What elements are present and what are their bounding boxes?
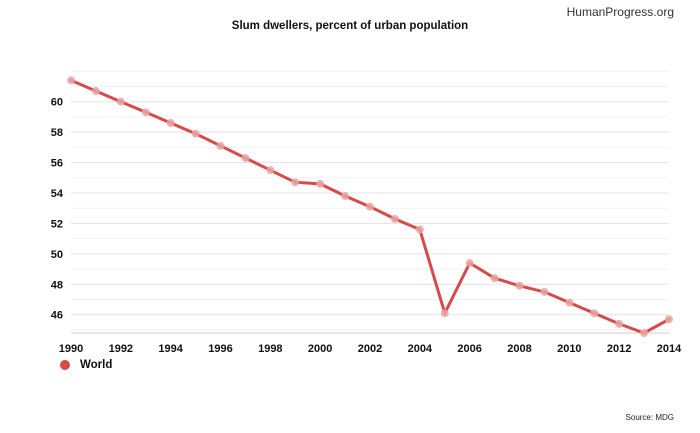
legend-label-world: World	[80, 359, 113, 371]
y-tick-label-52: 52	[51, 218, 63, 230]
x-tick-label-1998: 1998	[258, 343, 282, 355]
x-tick-label-2000: 2000	[308, 343, 332, 355]
data-point-2009	[540, 287, 549, 296]
data-point-2008	[515, 281, 524, 290]
x-tick-label-2004: 2004	[408, 343, 433, 355]
data-point-2014	[665, 315, 673, 324]
data-point-1993	[141, 108, 150, 117]
data-point-1990	[67, 76, 75, 85]
data-point-1997	[241, 154, 250, 162]
x-tick-label-2014: 2014	[657, 343, 682, 355]
data-point-1998	[266, 166, 275, 175]
data-point-1991	[91, 87, 100, 96]
x-tick-label-1990: 1990	[59, 343, 83, 355]
y-tick-label-50: 50	[51, 249, 63, 261]
x-tick-label-1994: 1994	[158, 343, 183, 355]
data-point-2003	[390, 214, 399, 223]
data-point-2006	[465, 259, 474, 267]
data-point-2002	[366, 202, 374, 211]
source-note: Source: MDG	[625, 413, 674, 422]
x-tick-label-1996: 1996	[208, 343, 232, 355]
y-tick-label-54: 54	[51, 188, 64, 200]
legend[interactable]: World	[60, 359, 112, 371]
data-point-2000	[316, 179, 325, 188]
data-point-2011	[590, 309, 599, 318]
y-tick-label-46: 46	[51, 310, 63, 322]
data-point-1994	[166, 119, 175, 127]
x-tick-label-2012: 2012	[607, 343, 631, 355]
y-tick-label-56: 56	[51, 158, 63, 170]
data-point-2001	[341, 192, 350, 201]
x-tick-label-2010: 2010	[557, 343, 581, 355]
x-tick-label-2002: 2002	[358, 343, 382, 355]
chart-title: Slum dwellers, percent of urban populati…	[231, 20, 469, 32]
data-point-1995	[191, 129, 200, 138]
data-point-2012	[615, 319, 624, 328]
x-tick-label-1992: 1992	[109, 343, 133, 355]
brand-label: HumanProgress.org	[566, 5, 674, 19]
y-tick-label-48: 48	[51, 279, 63, 291]
x-tick-label-2008: 2008	[507, 343, 531, 355]
y-tick-label-60: 60	[51, 97, 63, 109]
data-point-2013	[640, 329, 649, 337]
data-point-2004	[415, 225, 424, 234]
x-tick-label-2006: 2006	[457, 343, 481, 355]
data-point-1999	[291, 178, 300, 187]
data-point-2005	[440, 309, 449, 318]
data-point-1992	[116, 97, 125, 106]
data-point-1996	[216, 141, 225, 150]
data-point-2010	[565, 298, 574, 307]
y-tick-label-58: 58	[51, 127, 63, 139]
data-point-2007	[490, 274, 499, 283]
legend-marker-world	[60, 360, 70, 370]
